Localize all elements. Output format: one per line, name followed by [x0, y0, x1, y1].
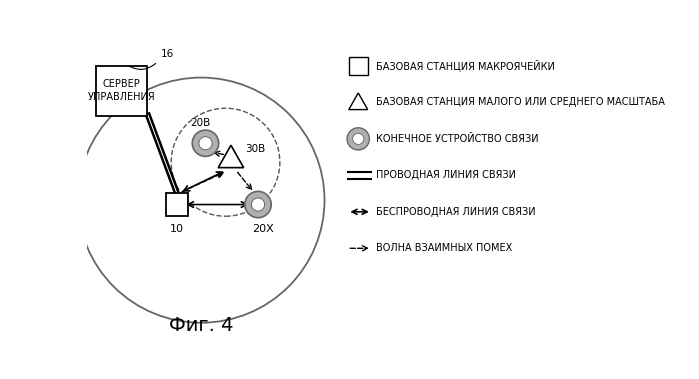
- Bar: [349, 56, 368, 75]
- Text: КОНЕЧНОЕ УСТРОЙСТВО СВЯЗИ: КОНЕЧНОЕ УСТРОЙСТВО СВЯЗИ: [376, 134, 539, 144]
- Text: БАЗОВАЯ СТАНЦИЯ МАЛОГО ИЛИ СРЕДНЕГО МАСШТАБА: БАЗОВАЯ СТАНЦИЯ МАЛОГО ИЛИ СРЕДНЕГО МАСШ…: [376, 97, 665, 107]
- Text: СЕРВЕР
УПРАВЛЕНИЯ: СЕРВЕР УПРАВЛЕНИЯ: [87, 79, 155, 102]
- Text: Фиг. 4: Фиг. 4: [169, 316, 233, 335]
- Text: ВОЛНА ВЗАИМНЫХ ПОМЕХ: ВОЛНА ВЗАИМНЫХ ПОМЕХ: [376, 243, 512, 253]
- Ellipse shape: [199, 137, 212, 150]
- Bar: [166, 193, 188, 216]
- Polygon shape: [349, 93, 368, 110]
- Text: 10: 10: [170, 224, 184, 234]
- Text: 16: 16: [161, 49, 174, 59]
- Polygon shape: [218, 145, 244, 168]
- Text: 20Х: 20Х: [252, 224, 274, 234]
- Text: БАЗОВАЯ СТАНЦИЯ МАКРОЯЧЕЙКИ: БАЗОВАЯ СТАНЦИЯ МАКРОЯЧЕЙКИ: [376, 60, 555, 72]
- Text: ПРОВОДНАЯ ЛИНИЯ СВЯЗИ: ПРОВОДНАЯ ЛИНИЯ СВЯЗИ: [376, 170, 516, 180]
- Text: 20В: 20В: [190, 118, 210, 128]
- Text: БЕСПРОВОДНАЯ ЛИНИЯ СВЯЗИ: БЕСПРОВОДНАЯ ЛИНИЯ СВЯЗИ: [376, 207, 535, 217]
- Ellipse shape: [245, 191, 271, 218]
- Ellipse shape: [347, 128, 369, 150]
- Ellipse shape: [192, 130, 219, 157]
- Bar: [96, 66, 147, 116]
- Ellipse shape: [252, 198, 265, 211]
- Ellipse shape: [353, 133, 363, 144]
- Text: 30В: 30В: [245, 144, 266, 154]
